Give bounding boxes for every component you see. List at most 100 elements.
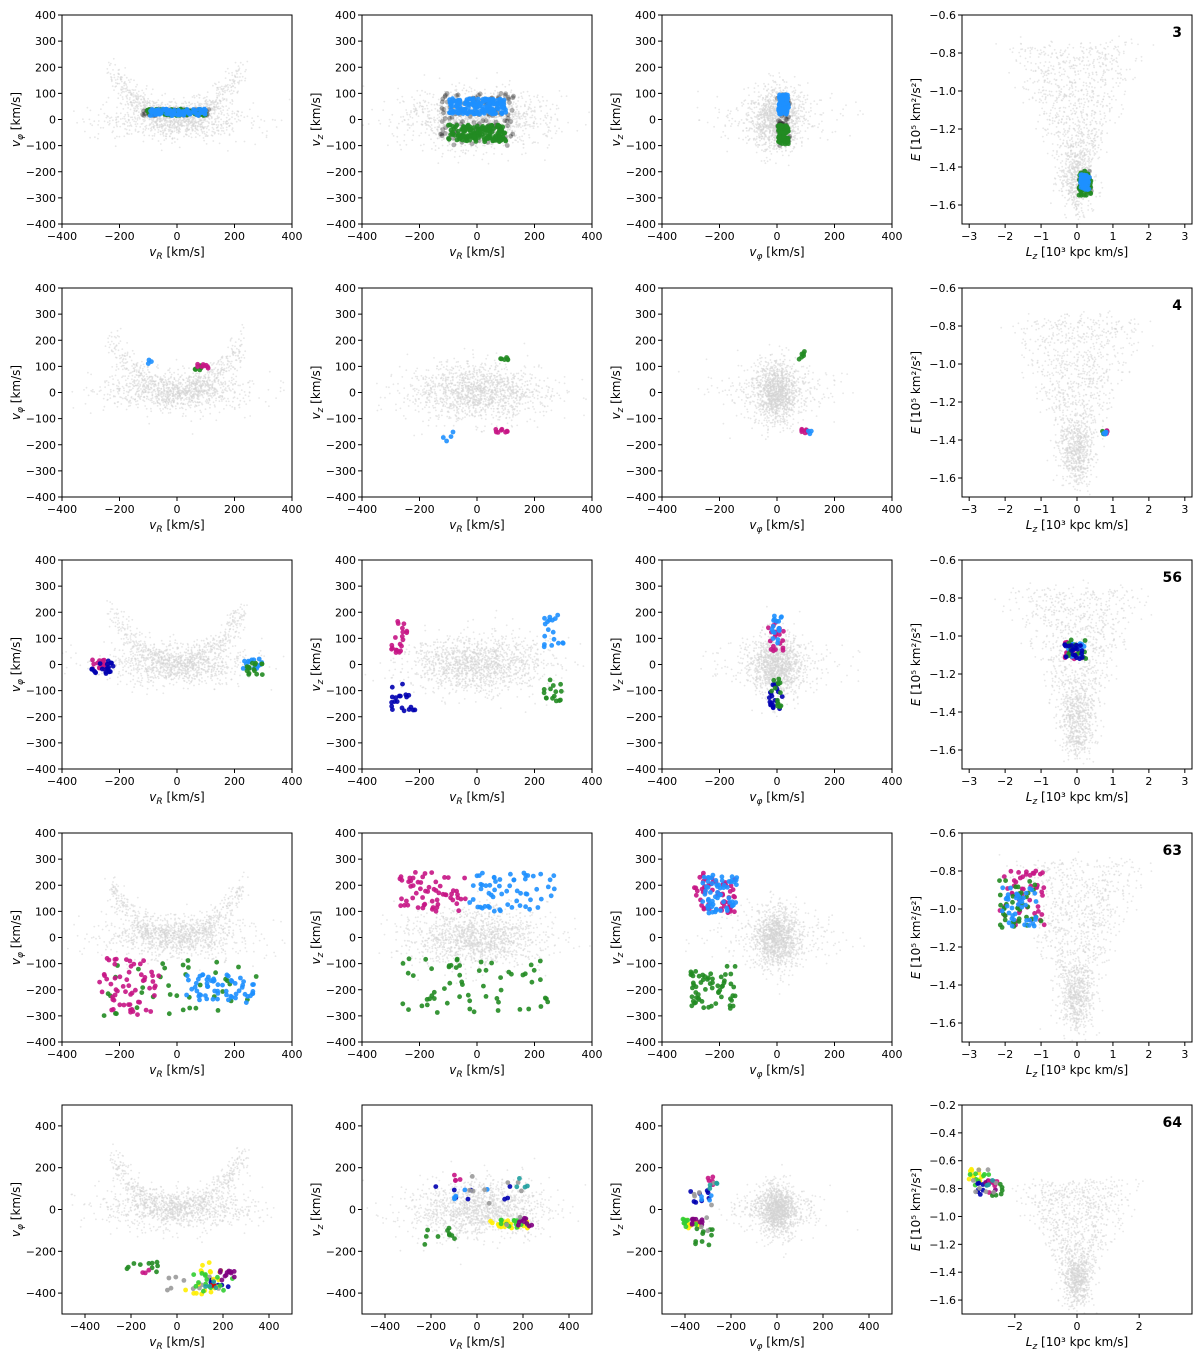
y-tick-label: 0: [649, 932, 656, 945]
y-tick-label: −400: [26, 218, 56, 231]
point-grey: [165, 1287, 170, 1293]
point-green: [722, 978, 727, 984]
point-magenta: [433, 888, 439, 893]
point-teal: [211, 1279, 217, 1285]
y-tick-label: −300: [26, 1010, 56, 1023]
point-magenta: [781, 628, 786, 634]
point-navy: [433, 1184, 439, 1189]
x-tick-label: −200: [704, 1048, 734, 1061]
point-blue: [523, 872, 529, 878]
y-axis: −400 −300 −200 −100 0 100 200 300 400: [326, 282, 362, 504]
point-blue: [479, 882, 485, 888]
y-tick-label: 0: [649, 659, 656, 672]
point-blue: [724, 908, 730, 913]
point-magenta: [393, 635, 398, 640]
y-tick-label: 200: [35, 606, 56, 619]
point-green: [429, 966, 434, 972]
point-navy: [99, 666, 105, 672]
y-tick-label: −0.6: [929, 827, 956, 840]
y-tick-label: 400: [335, 1120, 356, 1133]
point-green: [728, 981, 734, 987]
point-green: [728, 971, 734, 977]
point-green: [246, 670, 252, 676]
point-green: [149, 1265, 155, 1271]
point-magenta: [1036, 909, 1041, 914]
point-black: [442, 116, 448, 121]
point-navy: [767, 699, 773, 705]
y-tick-label: 400: [635, 827, 656, 840]
y-axis-label: vz [km/s]: [309, 93, 326, 147]
point-blue: [215, 991, 221, 996]
point-blue: [477, 103, 482, 109]
point-blue: [509, 905, 515, 910]
point-magenta: [399, 896, 404, 902]
point-blue: [1000, 885, 1006, 891]
cluster-label: 64: [1163, 1115, 1183, 1131]
point-grey: [985, 1167, 991, 1173]
y-tick-label: 400: [635, 1120, 656, 1133]
y-axis: −1.6 −1.4 −1.2 −1.0 −0.8 −0.6: [929, 554, 962, 757]
x-tick-label: −200: [404, 1048, 434, 1061]
point-blue: [1014, 891, 1019, 897]
point-magenta: [126, 983, 132, 989]
x-axis-label: vφ [km/s]: [749, 1335, 804, 1352]
point-blue: [1006, 920, 1012, 926]
point-blue: [1026, 923, 1032, 928]
point-blue: [470, 97, 476, 103]
point-green: [1002, 917, 1008, 923]
point-magenta: [404, 898, 409, 904]
point-navy: [393, 695, 399, 700]
point-navy: [389, 703, 395, 709]
point-green: [997, 1181, 1003, 1187]
point-blue: [1019, 899, 1025, 905]
point-blue: [499, 110, 504, 116]
x-tick-label: −400: [47, 775, 77, 788]
point-lime: [204, 1277, 210, 1282]
y-tick-label: −1.0: [929, 358, 956, 371]
y-axis-label: E [10⁵ km²/s²]: [909, 623, 923, 706]
x-axis-label: vφ [km/s]: [749, 790, 804, 807]
y-tick-label: −200: [26, 166, 56, 179]
point-blue: [151, 108, 157, 113]
y-tick-label: 400: [335, 282, 356, 295]
x-axis: −3 −2 −1 0 1 2 3: [961, 224, 1188, 243]
y-tick-label: −100: [326, 140, 356, 153]
point-magenta: [433, 879, 439, 885]
y-tick-label: 200: [35, 879, 56, 892]
point-navy: [97, 661, 103, 666]
point-green: [140, 985, 146, 990]
point-blue: [547, 877, 553, 883]
background-distribution: [998, 851, 1153, 1042]
point-black: [440, 96, 446, 102]
y-tick-label: −200: [26, 711, 56, 724]
x-tick-label: −200: [404, 503, 434, 516]
point-blue: [196, 993, 202, 999]
point-blue: [713, 906, 719, 912]
y-tick-label: −300: [26, 192, 56, 205]
background-distribution: [708, 1163, 859, 1259]
x-axis-label: Lz [10³ kpc km/s]: [1026, 1063, 1128, 1080]
point-blue: [542, 615, 547, 621]
point-magenta: [799, 427, 805, 433]
point-navy: [1079, 648, 1085, 653]
point-green: [146, 1261, 152, 1266]
background-distribution: [1000, 310, 1154, 496]
point-blue: [551, 886, 557, 892]
point-blue: [164, 106, 169, 112]
y-tick-label: −0.8: [929, 47, 956, 60]
point-black: [438, 131, 443, 137]
y-tick-label: −100: [626, 958, 656, 971]
point-navy: [1062, 642, 1068, 648]
x-tick-label: 400: [282, 230, 303, 243]
point-navy: [225, 1284, 231, 1290]
point-green: [467, 998, 473, 1004]
x-tick-label: −3: [961, 503, 977, 516]
point-magenta: [121, 1002, 127, 1008]
x-axis-label: Lz [10³ kpc km/s]: [1026, 518, 1128, 535]
y-tick-label: −100: [626, 685, 656, 698]
point-green: [253, 660, 258, 666]
point-black: [506, 95, 511, 101]
point-blue: [1081, 644, 1087, 649]
x-tick-label: 2: [1136, 1320, 1143, 1333]
point-grey: [168, 1285, 174, 1291]
